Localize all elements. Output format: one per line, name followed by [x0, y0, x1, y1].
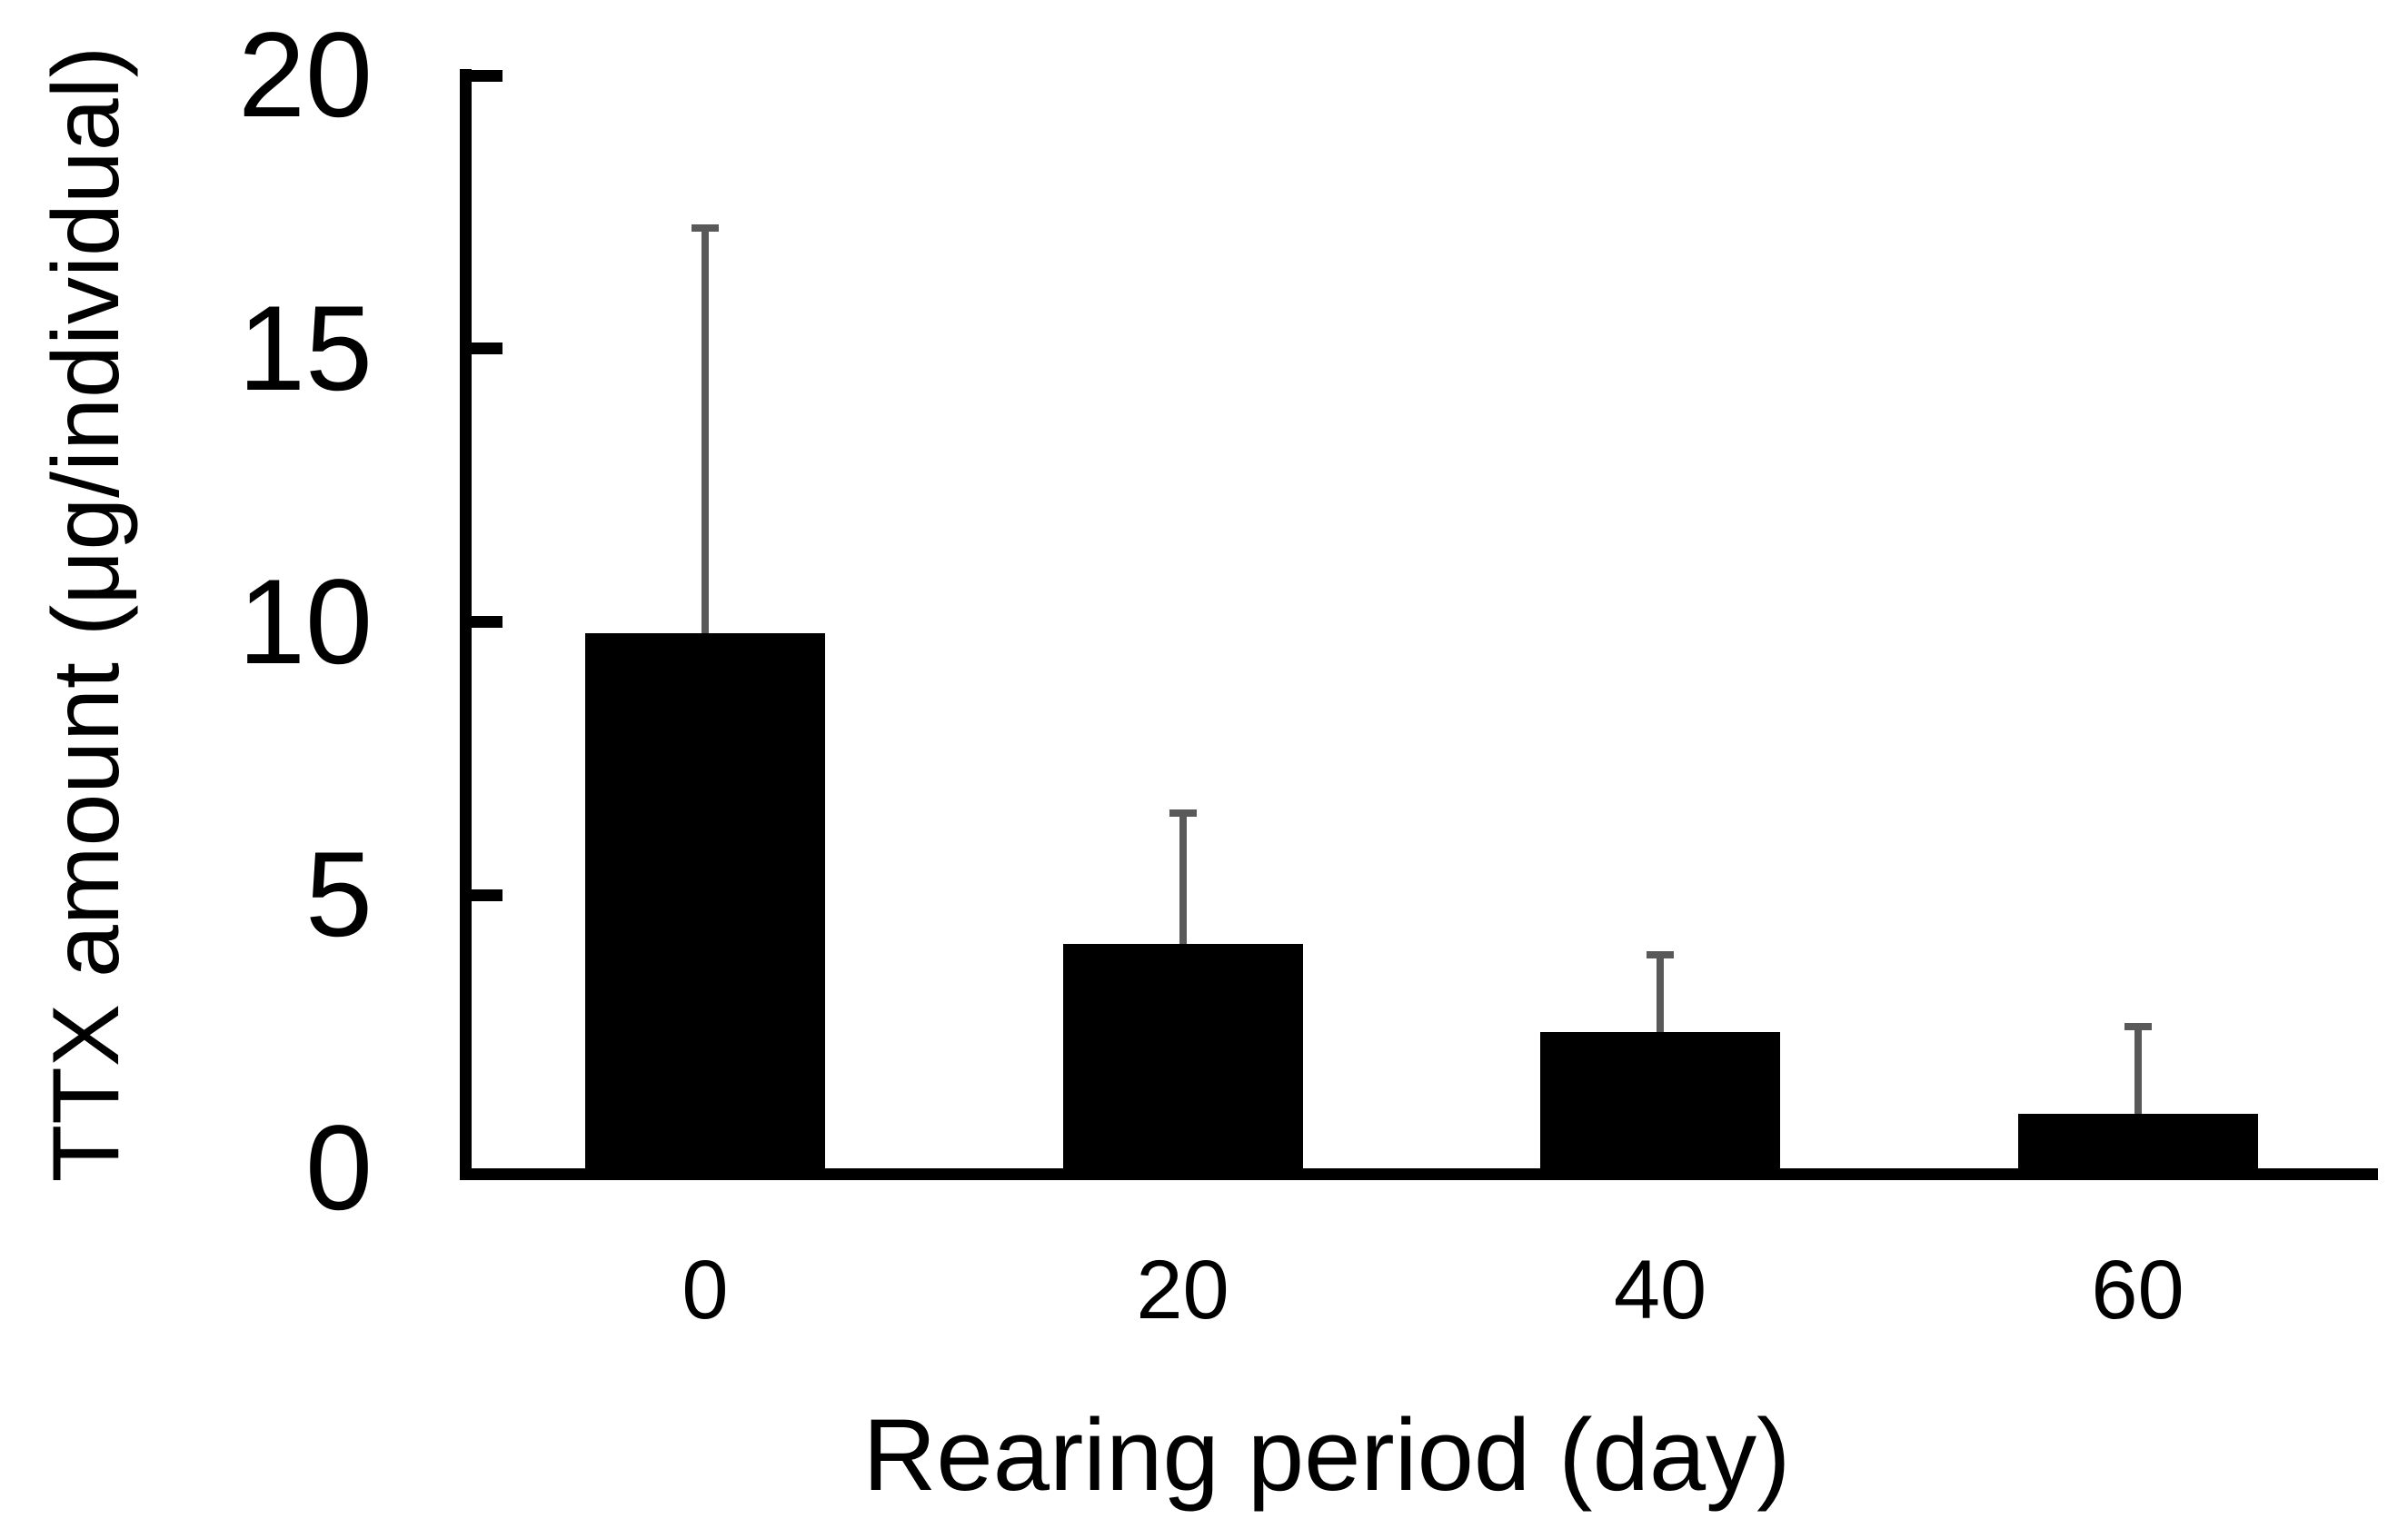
y-axis-tick-label: 20	[238, 8, 373, 143]
data-bar	[1540, 1031, 1780, 1168]
y-axis-tick-label: 10	[238, 554, 373, 690]
x-axis-tick-label: 40	[1613, 1244, 1707, 1336]
x-axis-line	[460, 1168, 2378, 1180]
x-axis-tick-label: 20	[1136, 1244, 1229, 1336]
y-axis-tick-label: 5	[305, 828, 373, 963]
error-bar-cap	[1647, 951, 1674, 959]
y-axis-tick-mark	[465, 69, 502, 82]
data-bar	[585, 632, 825, 1168]
error-bar-line	[702, 228, 709, 633]
y-axis-tick-label: 15	[238, 281, 373, 416]
data-bar	[1062, 944, 1303, 1168]
y-axis-tick-mark	[465, 616, 502, 628]
error-bar-line	[2134, 1026, 2142, 1114]
x-axis-title: Rearing period (day)	[862, 1398, 1791, 1512]
y-axis-tick-mark	[465, 889, 502, 901]
error-bar-cap	[2124, 1022, 2152, 1030]
y-axis-tick-mark	[465, 343, 502, 355]
y-axis-tick-label: 0	[305, 1101, 373, 1236]
x-axis-tick-label: 60	[2091, 1244, 2184, 1336]
error-bar-line	[1179, 813, 1187, 945]
error-bar-cap	[1169, 809, 1197, 818]
data-bar	[2017, 1113, 2258, 1168]
error-bar-cap	[692, 224, 719, 233]
error-bar-line	[1657, 955, 1664, 1032]
x-axis-tick-label: 0	[682, 1244, 729, 1336]
